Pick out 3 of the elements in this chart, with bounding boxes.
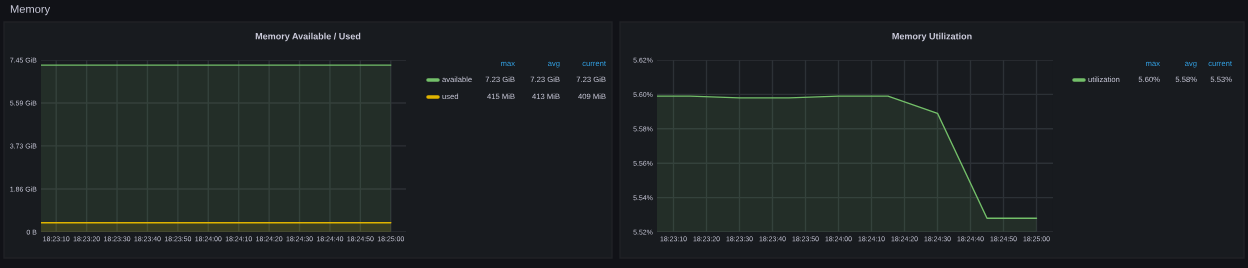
- chart-title: Memory Available / Used: [255, 32, 361, 42]
- chart-title: Memory Utilization: [892, 32, 972, 42]
- text: Memory: [10, 5, 51, 16]
